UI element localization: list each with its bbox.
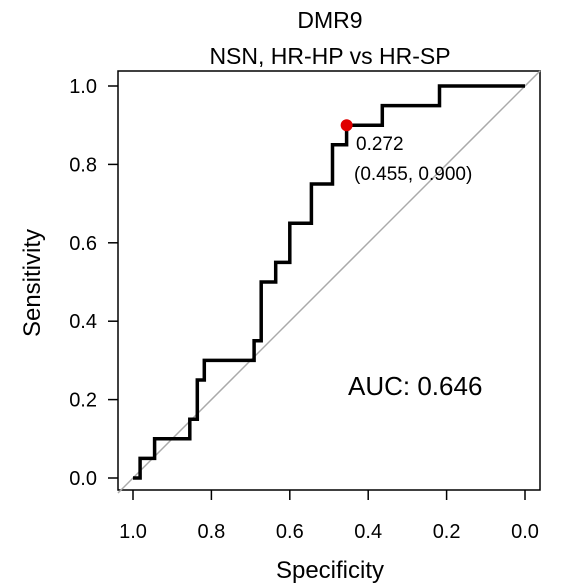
chart-title: DMR9: [297, 7, 362, 33]
x-tick-label: 0.0: [511, 521, 539, 543]
y-tick-label: 1.0: [69, 76, 97, 98]
chart-marks: [117, 70, 541, 494]
diagonal-reference-line: [117, 70, 541, 494]
auc-label: AUC: 0.646: [348, 371, 482, 401]
x-axis-label: Specificity: [276, 557, 384, 584]
best-threshold-point: [340, 119, 353, 132]
axis-ticks: 1.0 0.8 0.6 0.4 0.2 0.0 0.0 0.2 0.4 0.6 0.8 1.0: [69, 76, 539, 543]
y-tick-label: 0.6: [69, 233, 97, 255]
x-tick-label: 0.8: [197, 521, 225, 543]
threshold-label: 0.272: [356, 134, 404, 155]
chart-subtitle: NSN, HR-HP vs HR-SP: [209, 43, 450, 69]
y-tick-label: 0.8: [69, 154, 97, 176]
y-axis-label: Sensitivity: [19, 229, 46, 337]
y-tick-label: 0.4: [69, 311, 97, 333]
x-tick-label: 1.0: [119, 521, 147, 543]
plot-frame: [117, 70, 541, 491]
y-tick-label: 0.0: [69, 468, 97, 490]
coords-label: (0.455, 0.900): [354, 164, 472, 185]
x-tick-label: 0.4: [354, 521, 382, 543]
x-tick-label: 0.6: [276, 521, 304, 543]
y-tick-label: 0.2: [69, 390, 97, 412]
x-tick-label: 0.2: [433, 521, 461, 543]
